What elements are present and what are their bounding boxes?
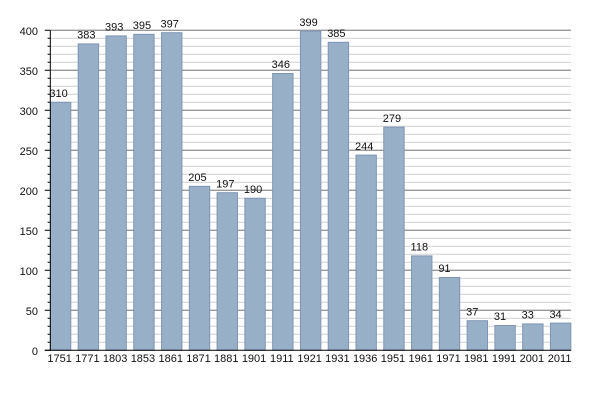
svg-text:350: 350	[20, 66, 38, 78]
svg-text:1911: 1911	[270, 353, 294, 365]
svg-text:150: 150	[20, 226, 38, 238]
svg-text:50: 50	[26, 306, 38, 318]
svg-text:197: 197	[216, 178, 234, 190]
svg-text:397: 397	[161, 18, 179, 30]
svg-text:1871: 1871	[186, 353, 210, 365]
svg-text:1981: 1981	[464, 353, 488, 365]
svg-text:395: 395	[133, 20, 151, 32]
svg-text:33: 33	[522, 310, 534, 322]
svg-text:1861: 1861	[158, 353, 182, 365]
svg-text:346: 346	[272, 59, 290, 71]
svg-text:310: 310	[49, 88, 67, 100]
svg-text:393: 393	[105, 22, 123, 34]
svg-text:1936: 1936	[353, 353, 377, 365]
svg-text:300: 300	[20, 106, 38, 118]
svg-text:1931: 1931	[325, 353, 349, 365]
svg-text:1961: 1961	[408, 353, 432, 365]
svg-text:2001: 2001	[520, 353, 544, 365]
svg-text:250: 250	[20, 146, 38, 158]
svg-text:205: 205	[188, 172, 206, 184]
svg-text:1921: 1921	[297, 353, 321, 365]
svg-text:1751: 1751	[47, 353, 71, 365]
svg-text:1951: 1951	[381, 353, 405, 365]
svg-text:1991: 1991	[492, 353, 516, 365]
svg-text:244: 244	[355, 141, 373, 153]
svg-text:279: 279	[383, 113, 401, 125]
svg-text:37: 37	[466, 306, 478, 318]
svg-text:34: 34	[549, 309, 561, 321]
svg-text:1853: 1853	[131, 353, 155, 365]
svg-text:1881: 1881	[214, 353, 238, 365]
svg-text:91: 91	[438, 263, 450, 275]
svg-text:118: 118	[411, 242, 429, 254]
svg-text:2011: 2011	[548, 353, 572, 365]
svg-text:190: 190	[244, 184, 262, 196]
svg-text:100: 100	[20, 266, 38, 278]
svg-text:1803: 1803	[103, 353, 127, 365]
svg-text:31: 31	[494, 311, 506, 323]
svg-text:0: 0	[32, 346, 38, 358]
svg-text:400: 400	[20, 26, 38, 38]
svg-text:200: 200	[20, 186, 38, 198]
svg-text:399: 399	[299, 17, 317, 29]
svg-text:383: 383	[77, 30, 95, 42]
svg-text:1971: 1971	[436, 353, 460, 365]
svg-text:385: 385	[327, 28, 345, 40]
svg-text:1771: 1771	[75, 353, 99, 365]
svg-text:1901: 1901	[242, 353, 266, 365]
